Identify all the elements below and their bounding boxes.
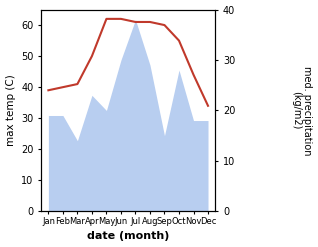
X-axis label: date (month): date (month) — [87, 231, 169, 242]
Y-axis label: med. precipitation
(kg/m2): med. precipitation (kg/m2) — [291, 66, 313, 155]
Y-axis label: max temp (C): max temp (C) — [5, 75, 16, 146]
